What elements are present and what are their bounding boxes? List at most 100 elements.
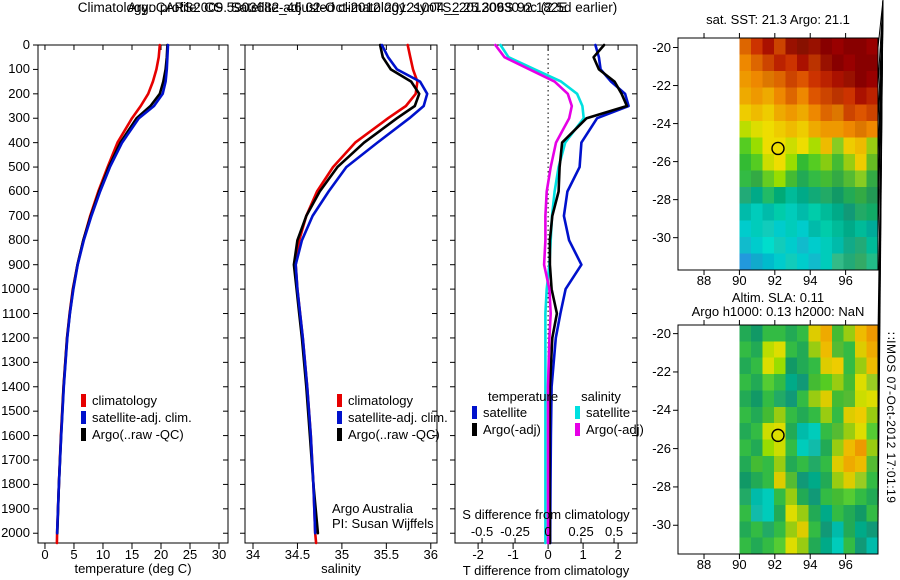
depth-tick-label: 1900 <box>1 500 30 516</box>
x-tick-label: 1 <box>579 547 587 562</box>
temperature-axis-label: temperature (deg C) <box>74 561 192 576</box>
x-tick-label: -2 <box>472 547 484 562</box>
legend-label: Argo(..raw -QC) <box>92 427 184 442</box>
panel-frame <box>37 44 229 544</box>
map-lat-label: -20 <box>652 39 671 55</box>
depth-tick-label: 1200 <box>1 329 30 345</box>
x-tick-label: 15 <box>124 547 140 562</box>
panel-frame <box>244 44 438 544</box>
imos-timestamp: ∷IMOS 07-Oct-2012 17:01:19 <box>884 332 898 504</box>
depth-tick-label: 1100 <box>2 305 30 321</box>
map-lon-label: 92 <box>767 557 783 572</box>
map-lat-label: -26 <box>652 440 671 456</box>
legend-swatch <box>337 394 342 407</box>
curve-satellite-adj-clim- <box>294 43 429 535</box>
s-tick-label: -0.25 <box>500 524 530 539</box>
legend-swatch <box>575 406 580 419</box>
legend-item: Argo(..raw -QC) <box>81 426 192 443</box>
curve-s-diff-argo <box>493 43 574 545</box>
curve-t-diff-argo <box>548 43 629 545</box>
curve-climatology <box>294 43 419 545</box>
map-lat-label: -30 <box>652 229 671 245</box>
legend-swatch <box>337 411 342 424</box>
legend-item: Argo(-adj) <box>472 421 541 438</box>
salinity-axis-label: salinity <box>321 561 361 576</box>
map-lat-label: -20 <box>652 325 671 341</box>
sst_map-heatmap <box>739 38 879 271</box>
x-tick-label: 35 <box>334 547 350 562</box>
depth-tick-label: 1300 <box>1 354 30 370</box>
t-difference-axis-label: T difference from climatology <box>462 563 630 578</box>
depth-tick-label: 1400 <box>1 378 30 394</box>
curve-t-diff-satellite <box>548 43 630 545</box>
depth-tick-label: 400 <box>8 134 30 150</box>
depth-tick-label: 800 <box>8 232 30 248</box>
depth-tick-label: 700 <box>8 207 30 223</box>
x-tick-label: -1 <box>507 547 519 562</box>
x-tick-label: 34.5 <box>284 547 311 562</box>
map-lat-label: -28 <box>652 191 671 207</box>
legend-swatch <box>337 428 342 441</box>
depth-tick-label: 500 <box>8 159 30 175</box>
map-lon-label: 88 <box>696 557 712 572</box>
map-lat-label: -26 <box>652 153 671 169</box>
legend-item: satellite <box>472 404 541 421</box>
map-lat-label: -22 <box>652 77 671 93</box>
s-tick-label: 0 <box>544 524 552 539</box>
x-tick-label: 34 <box>245 547 261 562</box>
x-tick-label: 2 <box>614 547 622 562</box>
legend-item: satellite <box>575 404 644 421</box>
diff-legend-temperature: satellite Argo(-adj) <box>472 404 541 438</box>
map-lat-label: -30 <box>652 517 671 533</box>
legend-label: satellite-adj. clim. <box>348 410 448 425</box>
sla_map-heatmap <box>739 325 879 555</box>
depth-tick-label: 1700 <box>1 452 30 467</box>
diff-legend-salinity: satellite Argo(-adj) <box>575 404 644 438</box>
legend-item: satellite-adj. clim. <box>81 409 192 426</box>
x-tick-label: 36 <box>423 547 438 562</box>
legend-label: satellite <box>586 405 631 420</box>
d-panel-axes <box>450 44 638 549</box>
depth-tick-label: 200 <box>8 85 30 101</box>
depth-tick-label: 900 <box>8 256 30 272</box>
map-lon-label: 90 <box>732 273 747 288</box>
x-tick-label: 5 <box>70 547 78 562</box>
map-lon-label: 90 <box>732 557 747 572</box>
x-tick-label: 35.5 <box>373 547 399 562</box>
x-tick-label: 25 <box>182 547 198 562</box>
s-tick-label: 0.25 <box>568 524 594 539</box>
figure-title-line1: Argo profile: CS 5903682_46 02-Oct-2012 … <box>127 0 568 15</box>
legend-label: Argo(..raw -QC) <box>348 427 440 442</box>
legend-label: Argo(-adj) <box>586 422 644 437</box>
legend-swatch <box>81 394 86 407</box>
legend-label: climatology <box>348 393 414 408</box>
legend-label: climatology <box>92 393 158 408</box>
depth-tick-label: 1000 <box>1 281 30 297</box>
legend-swatch <box>472 423 477 436</box>
argo-float-marker <box>771 428 785 443</box>
s-tick-label: 0.5 <box>604 524 624 539</box>
depth-tick-label: 1500 <box>1 403 30 419</box>
t-panel-axes <box>33 44 229 549</box>
depth-tick-label: 1800 <box>1 476 30 492</box>
map-lat-label: -22 <box>652 363 671 379</box>
diff-legend-temperature-header: temperature <box>487 389 559 404</box>
map-lat-label: -24 <box>652 115 671 131</box>
legend-swatch <box>472 406 477 419</box>
s-panel-axes <box>240 44 438 549</box>
legend-swatch <box>575 423 580 436</box>
temperature-legend: climatology satellite-adj. clim. Argo(..… <box>81 392 192 443</box>
legend-item: climatology <box>81 392 192 409</box>
depth-tick-label: 1600 <box>1 427 30 443</box>
depth-tick-label: 2000 <box>1 525 30 541</box>
map-lat-label: -24 <box>652 402 671 418</box>
map-lon-label: 96 <box>838 557 853 572</box>
sla-title-line1: Altim. SLA: 0.11 <box>731 290 825 305</box>
legend-swatch <box>81 411 86 424</box>
x-tick-label: 0 <box>544 547 552 562</box>
curve-s-diff-satellite <box>499 43 586 545</box>
map-lon-label: 96 <box>838 273 853 288</box>
diff-legend-salinity-header: salinity <box>581 389 621 404</box>
